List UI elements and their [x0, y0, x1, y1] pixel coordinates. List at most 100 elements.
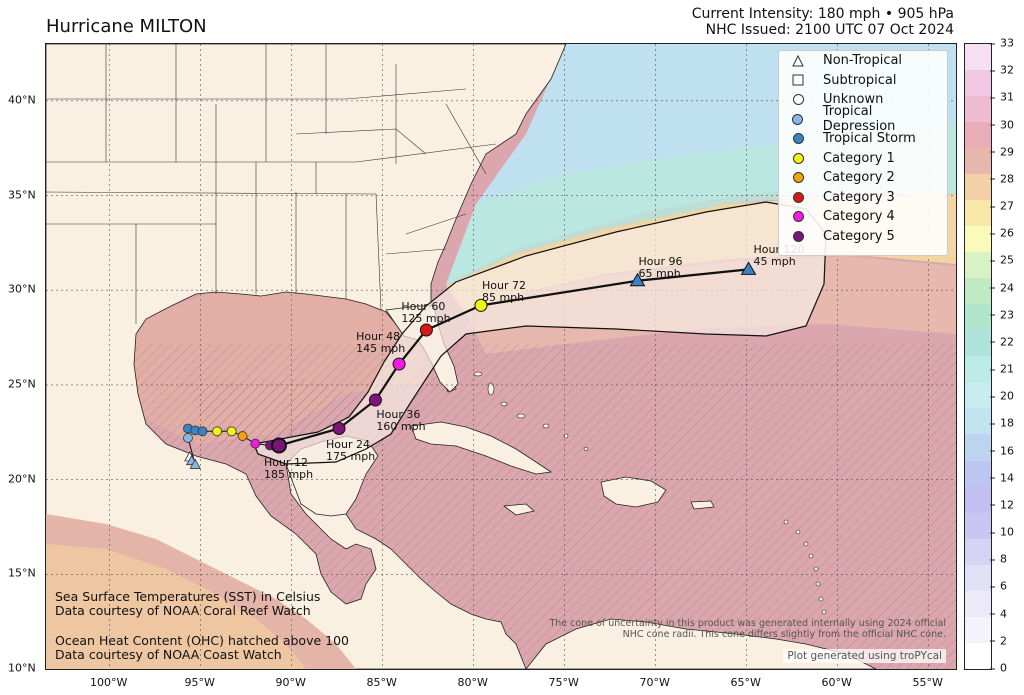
longitude-label: 60°W	[821, 676, 852, 689]
longitude-label: 75°W	[548, 676, 579, 689]
circle-icon	[791, 112, 805, 126]
legend-item: Tropical Depression	[779, 104, 947, 134]
forecast-hour: Hour 36	[376, 408, 421, 422]
legend-label: Category 5	[823, 228, 895, 244]
tropycal-credit: Plot generated using troPYcal	[783, 649, 946, 663]
current-intensity: Current Intensity: 180 mph • 905 hPa	[691, 6, 954, 22]
colorbar-tick-label: 20	[990, 389, 1014, 403]
colorbar-tick-label: 21	[990, 362, 1014, 376]
legend-label: Tropical Storm	[823, 131, 916, 147]
circle-icon	[791, 132, 805, 146]
ohc-credit: Ocean Heat Content (OHC) hatched above 1…	[55, 634, 349, 662]
legend-item: Category 1	[779, 149, 947, 169]
circle-icon	[791, 210, 805, 224]
lesser-antilles	[783, 519, 827, 615]
colorbar-tick-label: 26	[990, 226, 1014, 240]
colorbar-tick-label: 25	[990, 253, 1014, 267]
legend: Non-Tropical Subtropical Unknown Tropical D…	[778, 50, 948, 256]
forecast-label: Hour 24 175 mph	[326, 439, 375, 463]
colorbar-segment	[965, 538, 991, 565]
triangle-icon	[791, 54, 805, 68]
state-borders	[46, 44, 497, 324]
puerto-rico	[690, 500, 715, 510]
hurricane-track-map[interactable]	[45, 43, 957, 670]
circle-icon	[791, 190, 805, 204]
colorbar-tick-label: 6	[990, 579, 1007, 593]
longitude-label: 65°W	[730, 676, 761, 689]
latitude-label: 15°N	[8, 566, 36, 580]
cone-of-uncertainty	[253, 201, 827, 465]
colorbar-segment	[965, 96, 991, 123]
forecast-triangle-marker	[740, 261, 757, 275]
colorbar-tick-label: 8	[990, 552, 1007, 566]
colorbar-tick-label: 31	[990, 90, 1014, 104]
ohc-credit-line1: Ocean Heat Content (OHC) hatched above 1…	[55, 633, 350, 648]
colorbar-segment	[965, 174, 991, 201]
past-position-marker	[212, 426, 222, 437]
colorbar-tick-label: 22	[990, 335, 1014, 349]
colorbar-segment	[965, 252, 991, 279]
legend-label: Tropical Depression	[822, 104, 896, 135]
longitude-label: 70°W	[639, 676, 670, 689]
forecast-hour: Hour 48	[356, 330, 401, 344]
colorbar-segment	[965, 70, 991, 97]
legend-label: Category 2	[823, 170, 895, 186]
forecast-label: Hour 60 125 mph	[401, 300, 450, 325]
legend-label: Category 4	[823, 209, 895, 225]
forecast-hour: Hour 96	[638, 254, 683, 268]
forecast-hour: Hour 12	[263, 455, 308, 469]
past-track	[183, 423, 279, 469]
colorbar-tick-label: 10	[990, 525, 1014, 539]
forecast-position-marker	[392, 357, 406, 371]
past-position-marker	[226, 426, 237, 437]
latitude-label: 20°N	[8, 472, 36, 486]
colorbar-segment	[965, 486, 991, 513]
colorbar-tick-label: 32	[990, 63, 1014, 77]
legend-label: Category 3	[823, 189, 895, 205]
colorbar-tick-label: 12	[990, 498, 1014, 512]
past-position-marker	[237, 431, 248, 441]
colorbar-tick-label: 2	[990, 634, 1007, 648]
forecast-markers	[270, 261, 757, 454]
cone-disclaimer: The cone of uncertainty in this product …	[549, 618, 946, 640]
longitude-label: 55°W	[912, 676, 943, 689]
colorbar-segment	[965, 564, 991, 591]
latitude-label: 10°N	[8, 661, 36, 675]
jamaica	[502, 503, 535, 516]
forecast-wind: 160 mph	[376, 420, 426, 434]
latitude-label: 25°N	[8, 377, 36, 391]
legend-item: Category 5	[779, 227, 947, 247]
sst-colorbar	[964, 43, 992, 670]
forecast-wind: 175 mph	[326, 450, 376, 464]
forecast-wind: 65 mph	[638, 266, 681, 280]
forecast-position-marker	[270, 437, 287, 454]
ohc-credit-line2: Data courtesy of NOAA Coast Watch	[55, 647, 282, 662]
legend-item: Tropical Storm	[779, 129, 947, 149]
sst-credit-line1: Sea Surface Temperatures (SST) in Celsiu…	[55, 589, 321, 604]
forecast-wind: 145 mph	[356, 342, 406, 356]
latitude-label: 40°N	[8, 93, 36, 107]
sst-credit-line2: Data courtesy of NOAA Coral Reef Watch	[55, 603, 311, 618]
legend-item: Non-Tropical	[779, 51, 947, 71]
colorbar-segment	[965, 304, 991, 331]
past-position-triangle	[189, 458, 201, 469]
forecast-track-line	[278, 268, 749, 447]
colorbar-tick-label: 33	[990, 36, 1014, 50]
colorbar-segment	[965, 330, 991, 357]
longitude-label: 85°W	[366, 676, 397, 689]
colorbar-segment	[965, 408, 991, 435]
colorbar-tick-label: 30	[990, 118, 1014, 132]
forecast-hour: Hour 24	[326, 438, 371, 452]
past-position-marker	[197, 426, 208, 437]
forecast-label: Hour 48 145 mph	[356, 331, 405, 355]
colorbar-tick-label: 29	[990, 145, 1014, 159]
circle-icon	[791, 229, 805, 243]
circle-icon	[791, 171, 805, 185]
legend-label: Unknown	[823, 92, 884, 108]
past-position-marker	[183, 433, 193, 443]
forecast-label: Hour 36 160 mph	[376, 409, 425, 433]
map-title: Hurricane MILTON	[46, 16, 207, 37]
forecast-label: Hour 72 85 mph	[482, 280, 526, 304]
forecast-position-marker	[368, 393, 382, 407]
circle-icon	[791, 93, 805, 107]
